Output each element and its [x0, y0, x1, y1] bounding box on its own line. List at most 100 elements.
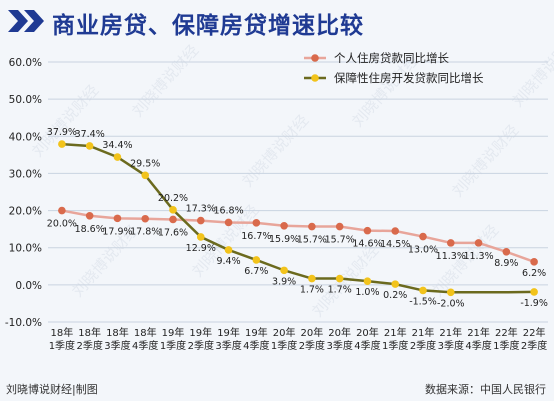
data-point-personal-housing-loan	[419, 232, 427, 241]
y-tick-label: 10.0%	[9, 243, 42, 255]
x-tick-label-quarter: 3季度	[215, 339, 241, 352]
data-label-personal-housing-loan: 17.6%	[158, 227, 188, 238]
line-chart: -10.0% 0.0% 10.0% 20.0% 30.0% 40.0% 50.0% 60.0%…	[5, 51, 548, 352]
chart-title: 商业房贷、保障房贷增速比较	[52, 13, 364, 39]
title-bar: 商业房贷、保障房贷增速比较	[0, 0, 554, 40]
x-tick-label-year: 18年	[106, 326, 129, 339]
data-point-personal-housing-loan	[224, 218, 233, 227]
y-tick-label: 50.0%	[9, 94, 42, 106]
data-label-affordable-housing-loan: 37.9%	[47, 127, 77, 138]
data-label-personal-housing-loan: 8.9%	[494, 258, 518, 269]
data-label-personal-housing-loan: 14.6%	[352, 239, 382, 250]
x-tick-label-year: 19年	[217, 326, 240, 339]
footer-credit: 刘晓博说财经|制图	[6, 383, 98, 396]
x-tick-label-quarter: 2季度	[76, 339, 102, 352]
data-point-affordable-housing-loan	[224, 246, 233, 254]
x-tick-label-quarter: 4季度	[465, 339, 491, 352]
legend-label-affordable-housing-loan: 保障性住房开发贷款同比增长	[334, 71, 484, 85]
series-line-personal-housing-loan	[61, 209, 535, 264]
data-label-personal-housing-loan: 17.9%	[102, 226, 132, 237]
data-point-affordable-housing-loan	[363, 277, 372, 285]
x-tick-label-year: 21年	[467, 326, 490, 339]
x-tick-label-year: 20年	[328, 326, 351, 339]
data-label-personal-housing-loan: 6.2%	[522, 268, 546, 279]
data-label-affordable-housing-loan: -1.9%	[520, 298, 548, 309]
data-point-personal-housing-loan	[252, 219, 261, 227]
x-tick-label-year: 19年	[245, 326, 268, 339]
data-point-affordable-housing-loan	[391, 280, 400, 288]
x-tick-label-quarter: 1季度	[493, 339, 519, 352]
data-label-affordable-housing-loan: 29.5%	[130, 158, 160, 169]
footer-source: 数据来源：中国人民银行	[425, 383, 546, 396]
data-point-personal-housing-loan	[85, 211, 94, 220]
x-tick-label-quarter: 1季度	[160, 339, 186, 352]
y-tick-label: 30.0%	[9, 168, 42, 180]
x-tick-label-year: 18年	[51, 326, 74, 339]
double-chevron-icon	[8, 10, 44, 32]
data-point-affordable-housing-loan	[335, 274, 344, 283]
data-label-affordable-housing-loan: 0.2%	[383, 290, 407, 301]
x-tick-label-year: 22年	[495, 326, 518, 339]
data-point-personal-housing-loan	[502, 248, 511, 256]
x-tick-label-quarter: 4季度	[243, 339, 269, 352]
x-tick-label-quarter: 1季度	[49, 339, 75, 352]
x-tick-label-year: 21年	[384, 326, 407, 339]
data-label-affordable-housing-loan: 6.7%	[244, 266, 268, 277]
data-point-personal-housing-loan	[446, 239, 455, 247]
data-label-personal-housing-loan: 14.5%	[380, 239, 410, 250]
data-point-affordable-housing-loan	[252, 256, 261, 264]
x-tick-label-quarter: 2季度	[188, 339, 214, 352]
y-tick-label: 40.0%	[9, 131, 42, 143]
data-label-personal-housing-loan: 20.0%	[47, 219, 77, 230]
data-point-affordable-housing-loan	[419, 286, 427, 295]
data-point-personal-housing-loan	[335, 222, 344, 231]
data-label-affordable-housing-loan: 3.9%	[272, 276, 296, 287]
series-line-affordable-housing-loan	[61, 142, 535, 294]
x-tick-label-quarter: 4季度	[354, 339, 380, 352]
x-tick-label-quarter: 1季度	[271, 339, 297, 352]
data-label-affordable-housing-loan: 1.7%	[300, 285, 324, 296]
data-label-personal-housing-loan: 11.3%	[436, 251, 466, 262]
data-point-personal-housing-loan	[141, 214, 150, 223]
data-label-personal-housing-loan: 15.7%	[325, 235, 355, 246]
data-point-affordable-housing-loan	[85, 142, 94, 150]
data-label-affordable-housing-loan: 1.7%	[328, 285, 352, 296]
data-label-affordable-housing-loan: -2.0%	[437, 298, 465, 309]
data-point-affordable-housing-loan	[530, 288, 538, 296]
data-point-affordable-housing-loan	[446, 288, 455, 297]
x-tick-label-year: 19年	[162, 326, 185, 339]
y-tick-label: 0.0%	[15, 280, 42, 292]
x-tick-label-year: 18年	[78, 326, 101, 339]
data-point-personal-housing-loan	[58, 206, 66, 215]
legend-label-personal-housing-loan: 个人住房贷款同比增长	[334, 51, 449, 65]
data-point-personal-housing-loan	[308, 222, 316, 231]
x-tick-label-year: 21年	[439, 326, 462, 339]
data-point-affordable-housing-loan	[58, 140, 66, 148]
data-label-personal-housing-loan: 17.3%	[186, 204, 216, 215]
data-point-personal-housing-loan	[113, 214, 122, 223]
x-tick-label-year: 21年	[412, 326, 435, 339]
x-tick-label-year: 18年	[134, 326, 157, 339]
data-label-affordable-housing-loan: 9.4%	[216, 256, 240, 267]
x-tick-label-year: 20年	[273, 326, 296, 339]
data-point-affordable-housing-loan	[169, 206, 177, 214]
data-label-affordable-housing-loan: 20.2%	[158, 193, 188, 204]
data-label-affordable-housing-loan: 1.0%	[355, 287, 379, 298]
data-label-affordable-housing-loan: 34.4%	[102, 140, 132, 151]
data-point-personal-housing-loan	[169, 215, 177, 224]
data-label-personal-housing-loan: 17.8%	[130, 227, 160, 238]
data-label-affordable-housing-loan: 37.4%	[75, 129, 105, 140]
data-point-personal-housing-loan	[196, 216, 205, 225]
data-point-affordable-housing-loan	[141, 171, 150, 180]
data-point-personal-housing-loan	[363, 226, 372, 235]
x-tick-label-quarter: 2季度	[299, 339, 325, 352]
x-tick-label-quarter: 3季度	[438, 339, 464, 352]
x-tick-label-quarter: 1季度	[382, 339, 408, 352]
legend-marker-personal-housing-loan	[311, 54, 319, 62]
data-point-affordable-housing-loan	[196, 233, 205, 241]
x-tick-label-year: 20年	[301, 326, 324, 339]
data-point-affordable-housing-loan	[113, 153, 122, 161]
data-point-affordable-housing-loan	[308, 274, 316, 283]
data-label-personal-housing-loan: 16.7%	[241, 231, 271, 242]
data-point-personal-housing-loan	[530, 258, 538, 266]
